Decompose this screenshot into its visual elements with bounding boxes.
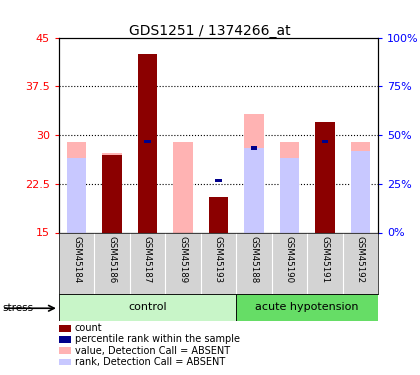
Bar (138, 141, 157, 232)
Bar (173, 141, 193, 232)
Text: count: count (75, 323, 102, 333)
Text: acute hypotension: acute hypotension (255, 303, 359, 312)
Bar (102, 153, 122, 232)
Bar (138, 54, 157, 232)
FancyBboxPatch shape (59, 294, 236, 321)
Text: GSM45188: GSM45188 (249, 236, 258, 283)
Text: GSM45187: GSM45187 (143, 236, 152, 283)
Text: GSM45189: GSM45189 (178, 236, 187, 283)
Text: stress: stress (2, 303, 33, 313)
Bar (280, 158, 299, 232)
Bar (244, 114, 264, 232)
Text: control: control (128, 303, 167, 312)
Bar (215, 178, 221, 183)
Bar (351, 141, 370, 232)
Bar (251, 146, 257, 150)
Text: GSM45192: GSM45192 (356, 236, 365, 283)
Text: GSM45190: GSM45190 (285, 236, 294, 283)
Bar (144, 140, 151, 144)
Bar (315, 141, 335, 232)
Text: rank, Detection Call = ABSENT: rank, Detection Call = ABSENT (75, 357, 225, 367)
Bar (351, 151, 370, 232)
Bar (280, 141, 299, 232)
Bar (209, 197, 228, 232)
Bar (67, 141, 86, 232)
FancyBboxPatch shape (236, 294, 378, 321)
Bar (102, 158, 122, 232)
Bar (102, 154, 122, 232)
Text: GSM45193: GSM45193 (214, 236, 223, 283)
Bar (315, 141, 335, 232)
Bar (244, 148, 264, 232)
Text: value, Detection Call = ABSENT: value, Detection Call = ABSENT (75, 346, 230, 355)
Bar (322, 140, 328, 144)
Text: GSM45184: GSM45184 (72, 236, 81, 283)
Text: GSM45186: GSM45186 (108, 236, 116, 283)
Text: GDS1251 / 1374266_at: GDS1251 / 1374266_at (129, 24, 291, 38)
Text: percentile rank within the sample: percentile rank within the sample (75, 334, 240, 344)
Text: GSM45191: GSM45191 (320, 236, 329, 283)
Bar (315, 122, 335, 232)
Bar (67, 158, 86, 232)
